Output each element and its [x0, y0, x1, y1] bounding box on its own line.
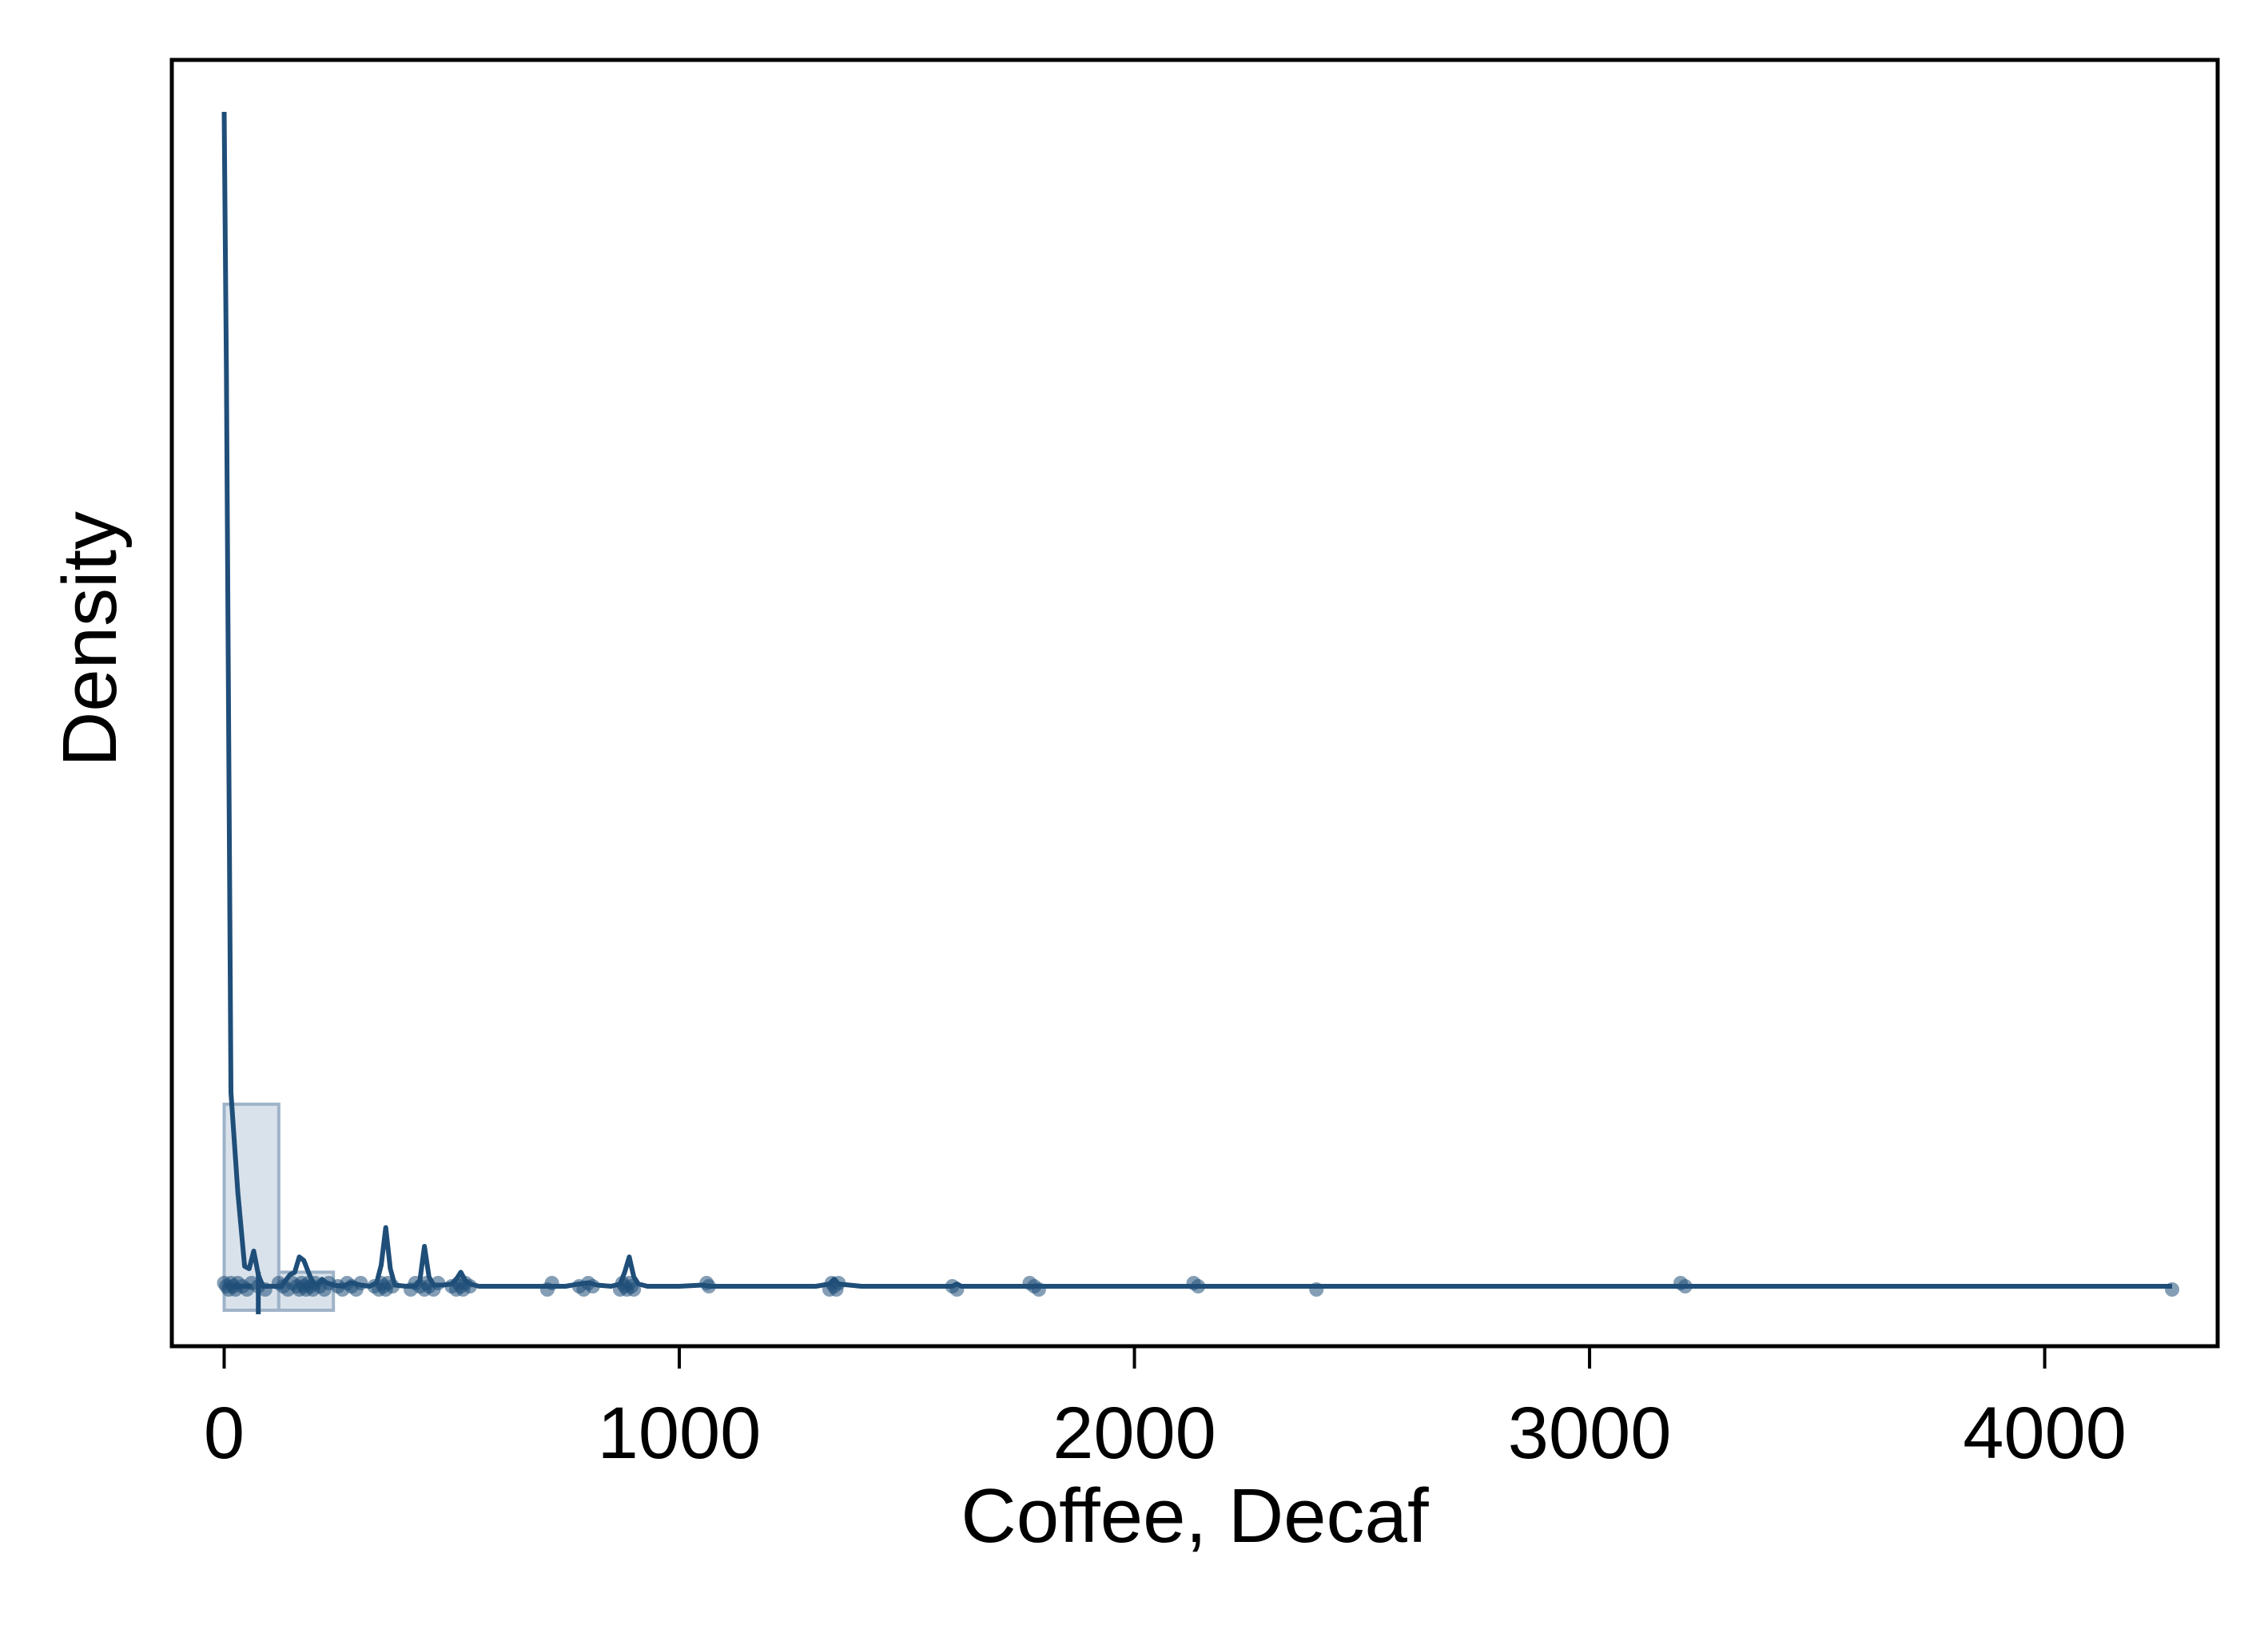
data-point — [431, 1276, 446, 1290]
data-point — [702, 1279, 716, 1293]
data-point — [1191, 1279, 1206, 1293]
x-tick-label: 3000 — [1508, 1393, 1672, 1474]
data-point — [831, 1276, 846, 1290]
data-point — [544, 1276, 559, 1290]
data-point — [385, 1279, 400, 1293]
x-tick-label: 4000 — [1963, 1393, 2127, 1474]
x-axis: 0 1000 2000 3000 4000 — [204, 1346, 2127, 1474]
y-axis-title: Density — [47, 511, 133, 767]
data-point — [257, 1282, 273, 1297]
data-point — [585, 1279, 600, 1293]
data-point — [1031, 1282, 1046, 1297]
data-point — [463, 1279, 477, 1293]
data-point — [949, 1282, 965, 1297]
plot-frame — [169, 58, 2220, 1349]
rug-points-layer — [217, 1272, 2179, 1314]
x-axis-title: Coffee, Decaf — [961, 1473, 1429, 1559]
data-point — [353, 1276, 368, 1290]
data-point — [1309, 1282, 1324, 1297]
x-tick-label: 0 — [204, 1393, 245, 1474]
x-tick-label: 1000 — [598, 1393, 762, 1474]
data-point — [1677, 1279, 1693, 1293]
data-point — [2165, 1282, 2179, 1297]
data-point — [627, 1282, 642, 1297]
x-tick-label: 2000 — [1052, 1393, 1216, 1474]
